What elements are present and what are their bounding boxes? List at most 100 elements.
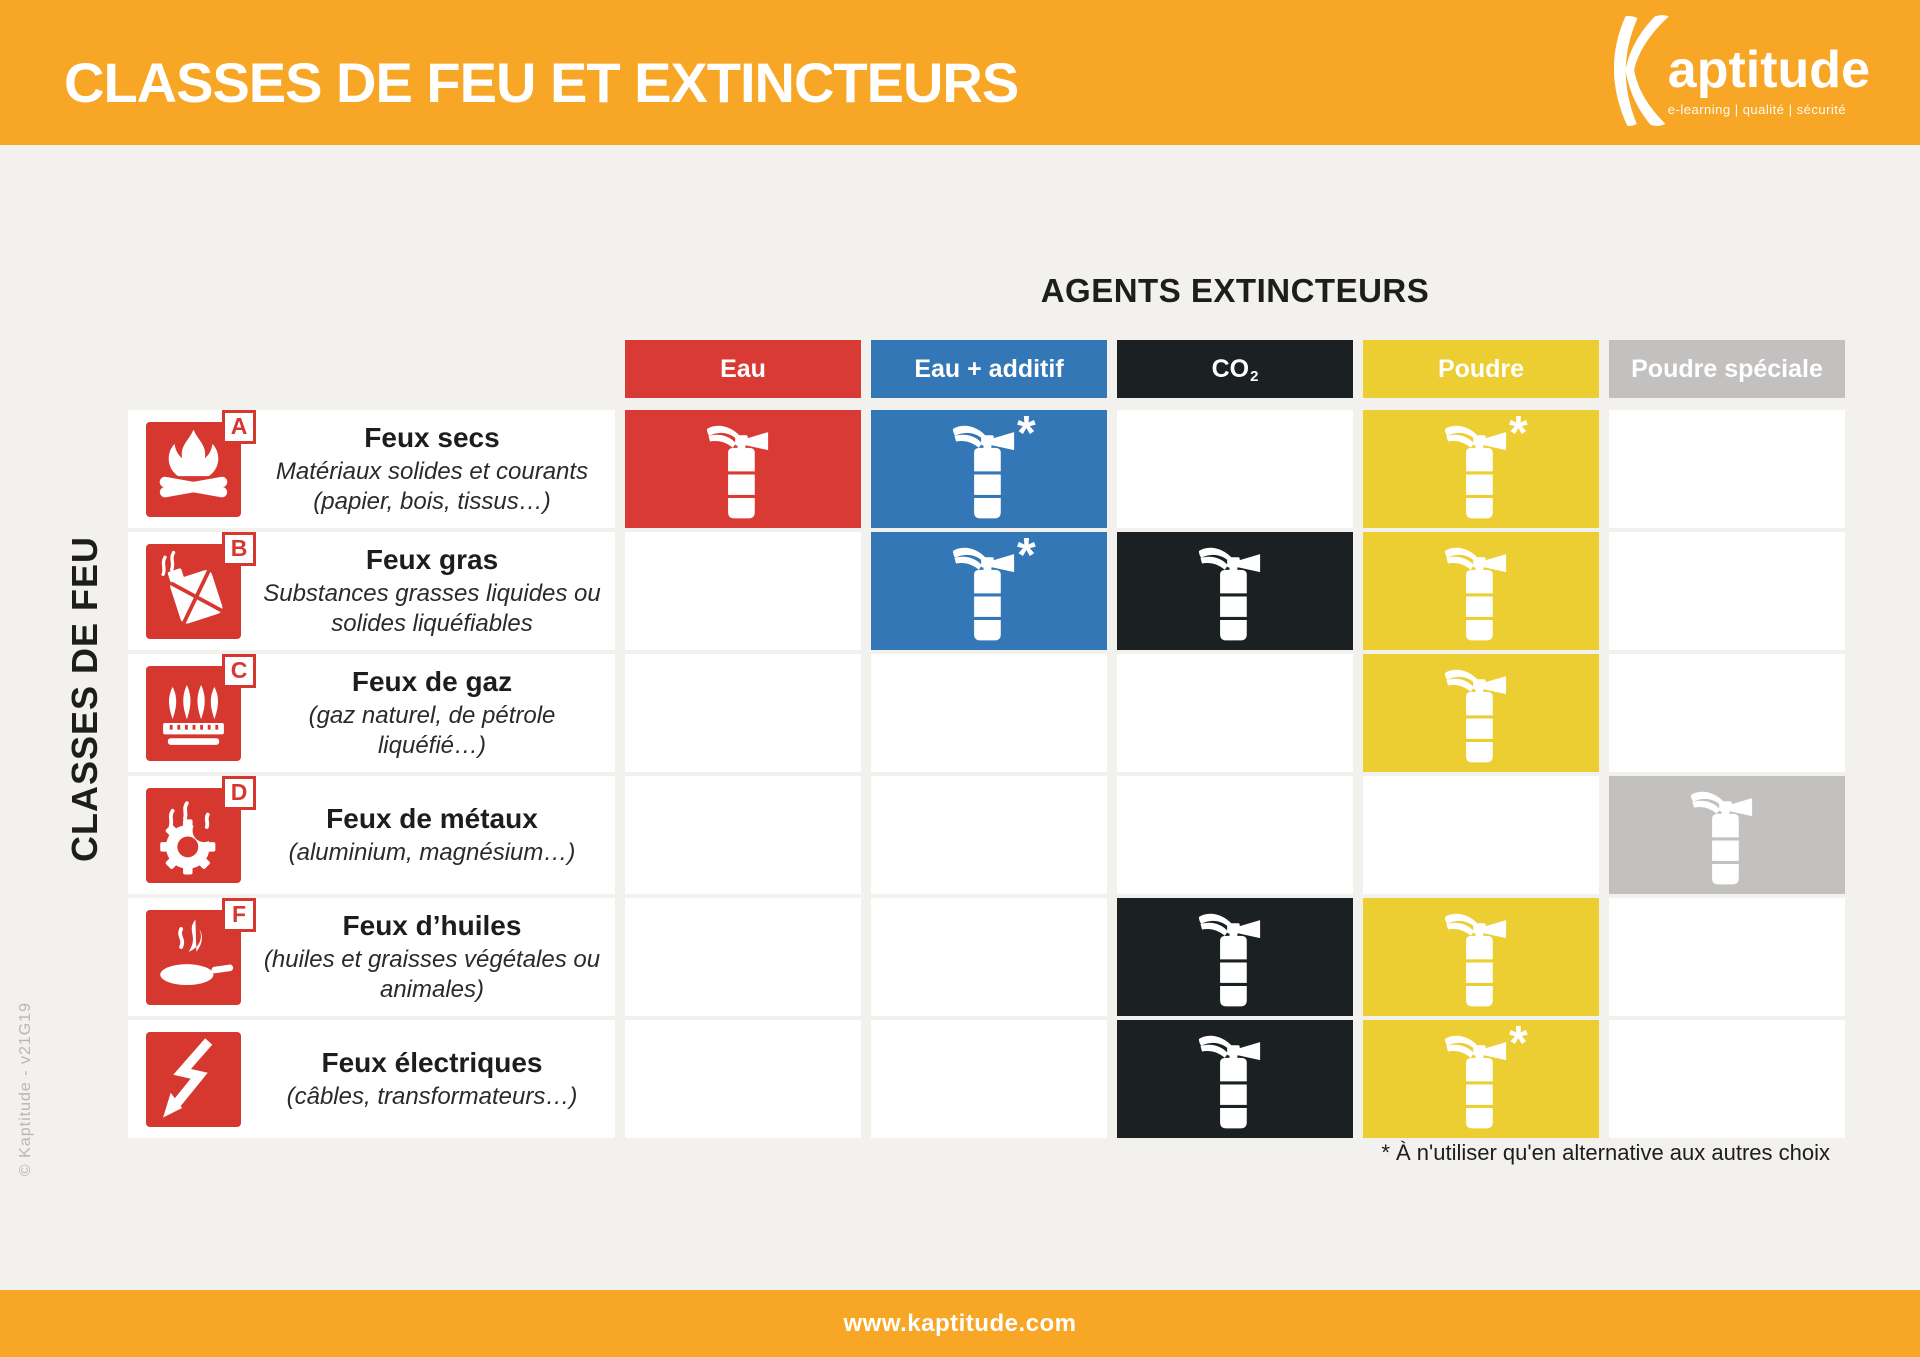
extinguisher-icon bbox=[1363, 662, 1599, 764]
fire-class-subtitle-f: (huiles et graisses végétales ou animale… bbox=[263, 946, 601, 1003]
extinguisher-icon bbox=[871, 540, 1107, 642]
agent-header-eau-additif: Eau + additif bbox=[871, 340, 1107, 398]
extinguisher-icon bbox=[871, 418, 1107, 520]
fire-class-title-c: Feux de gaz bbox=[351, 666, 513, 698]
jerrycan-icon: B bbox=[146, 531, 256, 639]
cell-c-poudre-speciale bbox=[1609, 654, 1845, 772]
gas-flames-icon: C bbox=[146, 653, 256, 761]
asterisk-marker: * bbox=[1509, 407, 1528, 460]
agent-header-subscript: 2 bbox=[1250, 367, 1259, 385]
cell-a-eau bbox=[625, 410, 861, 528]
agent-header-label: CO bbox=[1211, 354, 1250, 383]
extinguisher-icon bbox=[1363, 418, 1599, 520]
fire-class-subtitle-electrique: (câbles, transformateurs…) bbox=[286, 1082, 578, 1110]
cell-d-poudre-speciale bbox=[1609, 776, 1845, 894]
cell-b-co2 bbox=[1117, 532, 1353, 650]
agent-header-label: Eau + additif bbox=[914, 354, 1064, 383]
class-letter-badge-c: C bbox=[222, 653, 256, 688]
gear-flame-icon: D bbox=[146, 775, 256, 883]
fire-class-row-f: F Feux d’huiles (huiles et graisses végéta… bbox=[128, 897, 615, 1016]
cell-a-poudre-speciale bbox=[1609, 410, 1845, 528]
extinguisher-icon bbox=[1117, 906, 1353, 1008]
extinguisher-icon bbox=[1363, 540, 1599, 642]
kaptitude-logo: aptitude e-learning | qualité | sécurité bbox=[1596, 12, 1870, 130]
agent-header-co2: CO 2 bbox=[1117, 340, 1353, 398]
agent-header-label: Poudre bbox=[1437, 354, 1525, 383]
cell-a-poudre: * bbox=[1363, 410, 1599, 528]
fire-class-text-a: Feux secs Matériaux solides et courants (… bbox=[241, 422, 615, 516]
cell-b-poudre-speciale bbox=[1609, 532, 1845, 650]
cell-c-eau-additif bbox=[871, 654, 1107, 772]
class-letter-badge-b: B bbox=[222, 531, 256, 566]
fire-class-text-c: Feux de gaz (gaz naturel, de pétrole liqu… bbox=[241, 666, 615, 760]
cell-d-eau bbox=[625, 776, 861, 894]
fire-class-row-b: B Feux gras Substances grasses liquides ou… bbox=[128, 531, 615, 650]
fire-class-text-b: Feux gras Substances grasses liquides ou … bbox=[241, 544, 615, 638]
cell-f-poudre bbox=[1363, 898, 1599, 1016]
asterisk-marker: * bbox=[1017, 407, 1036, 460]
agents-extincteurs-title: AGENTS EXTINCTEURS bbox=[1040, 272, 1430, 309]
fire-class-text-d: Feux de métaux (aluminium, magnésium…) bbox=[241, 803, 615, 867]
class-letter-badge-f: F bbox=[222, 897, 256, 932]
fire-class-subtitle-a: Matériaux solides et courants (papier, b… bbox=[275, 458, 589, 515]
website-url: www.kaptitude.com bbox=[843, 1309, 1077, 1337]
cell-d-co2 bbox=[1117, 776, 1353, 894]
fire-class-row-electrique: Feux électriques (câbles, transformateurs… bbox=[128, 1020, 615, 1138]
class-letter-badge-d: D bbox=[222, 775, 256, 810]
page-title: CLASSES DE FEU ET EXTINCTEURS bbox=[64, 51, 1019, 114]
agent-header-poudre: Poudre bbox=[1363, 340, 1599, 398]
campfire-icon: A bbox=[146, 409, 256, 517]
extinguisher-icon bbox=[625, 418, 861, 520]
cell-electrique-poudre-speciale bbox=[1609, 1020, 1845, 1138]
cell-f-poudre-speciale bbox=[1609, 898, 1845, 1016]
cell-electrique-poudre: * bbox=[1363, 1020, 1599, 1138]
lightning-icon bbox=[146, 1031, 241, 1127]
fire-class-title-b: Feux gras bbox=[365, 544, 499, 576]
agent-header-poudre-speciale: Poudre spéciale bbox=[1609, 340, 1845, 398]
cell-a-eau-additif: * bbox=[871, 410, 1107, 528]
header-bar: CLASSES DE FEU ET EXTINCTEURS aptitude e… bbox=[0, 0, 1920, 145]
fire-class-subtitle-b: Substances grasses liquides ou solides l… bbox=[263, 580, 601, 637]
extinguisher-icon bbox=[1117, 540, 1353, 642]
cell-electrique-co2 bbox=[1117, 1020, 1353, 1138]
logo-wordmark: aptitude e-learning | qualité | sécurité bbox=[1668, 44, 1870, 117]
cell-b-eau bbox=[625, 532, 861, 650]
asterisk-footnote: * À n'utiliser qu'en alternative aux aut… bbox=[1381, 1140, 1830, 1165]
cell-b-poudre bbox=[1363, 532, 1599, 650]
cell-c-poudre bbox=[1363, 654, 1599, 772]
fire-class-row-a: A Feux secs Matériaux solides et courants … bbox=[128, 409, 615, 528]
cell-d-eau-additif bbox=[871, 776, 1107, 894]
extinguisher-icon bbox=[1363, 1028, 1599, 1130]
cell-electrique-eau bbox=[625, 1020, 861, 1138]
cell-f-eau bbox=[625, 898, 861, 1016]
class-letter-badge-a: A bbox=[222, 409, 256, 444]
logo-tagline: e-learning | qualité | sécurité bbox=[1667, 102, 1847, 117]
fire-class-subtitle-d: (aluminium, magnésium…) bbox=[288, 838, 576, 866]
cell-electrique-eau-additif bbox=[871, 1020, 1107, 1138]
copyright-watermark: © Kaptitude - v21G19 bbox=[17, 1001, 34, 1177]
fire-class-row-c: C Feux de gaz (gaz naturel, de pétrole liq… bbox=[128, 653, 615, 772]
extinguisher-icon bbox=[1609, 784, 1845, 886]
asterisk-marker: * bbox=[1017, 529, 1036, 582]
footer-bar: www.kaptitude.com bbox=[0, 1290, 1920, 1357]
fire-class-title-a: Feux secs bbox=[364, 422, 500, 454]
asterisk-marker: * bbox=[1509, 1017, 1528, 1070]
cell-d-poudre bbox=[1363, 776, 1599, 894]
fire-class-row-d: D Feux de métaux (aluminium, magnésium…) bbox=[128, 775, 615, 894]
logo-wordmark-rest: aptitude bbox=[1667, 41, 1870, 99]
fire-class-matrix: A Feux secs Matériaux solides et courants … bbox=[128, 409, 1845, 1138]
fire-class-text-f: Feux d’huiles (huiles et graisses végétal… bbox=[241, 910, 615, 1004]
agent-header-row: Eau Eau + additif CO 2 Poudre Poudre spéciale bbox=[625, 340, 1845, 398]
cell-a-co2 bbox=[1117, 410, 1353, 528]
agent-header-eau: Eau bbox=[625, 340, 861, 398]
cell-f-co2 bbox=[1117, 898, 1353, 1016]
cell-c-eau bbox=[625, 654, 861, 772]
fire-class-text-electrique: Feux électriques (câbles, transformateurs… bbox=[241, 1047, 615, 1111]
agent-header-label: Eau bbox=[720, 354, 766, 383]
fire-class-title-d: Feux de métaux bbox=[326, 802, 538, 834]
fire-class-title-electrique: Feux électriques bbox=[321, 1046, 543, 1078]
kaptitude-k-icon bbox=[1596, 12, 1674, 130]
fire-class-subtitle-c: (gaz naturel, de pétrole liquéfié…) bbox=[308, 702, 556, 759]
cell-b-eau-additif: * bbox=[871, 532, 1107, 650]
